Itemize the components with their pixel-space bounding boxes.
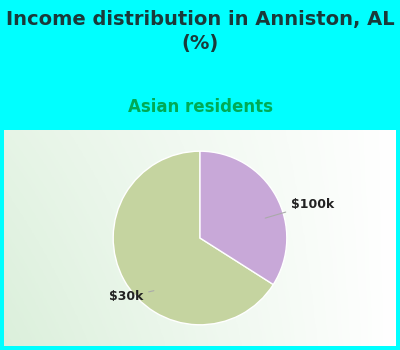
Wedge shape bbox=[200, 151, 287, 285]
Text: $100k: $100k bbox=[265, 198, 334, 218]
Text: Asian residents: Asian residents bbox=[128, 98, 272, 116]
Text: Income distribution in Anniston, AL
(%): Income distribution in Anniston, AL (%) bbox=[6, 10, 394, 53]
Wedge shape bbox=[113, 151, 273, 325]
Text: $30k: $30k bbox=[109, 290, 154, 303]
